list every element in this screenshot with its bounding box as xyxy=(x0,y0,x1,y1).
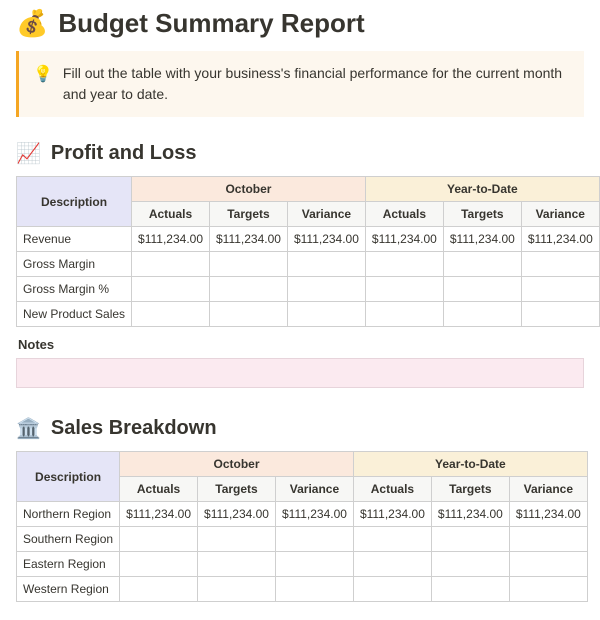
callout: 💡 Fill out the table with your business'… xyxy=(16,51,584,117)
col-actuals: Actuals xyxy=(132,202,210,227)
building-icon: 🏛️ xyxy=(16,416,41,441)
cell[interactable]: $111,234.00 xyxy=(521,227,599,252)
cell[interactable]: $111,234.00 xyxy=(365,227,443,252)
cell[interactable]: $111,234.00 xyxy=(443,227,521,252)
cell[interactable] xyxy=(431,552,509,577)
row-label: Revenue xyxy=(17,227,132,252)
cell[interactable] xyxy=(443,252,521,277)
cell[interactable] xyxy=(198,552,276,577)
page-title: Budget Summary Report xyxy=(58,8,364,39)
table-row: Northern Region$111,234.00$111,234.00$11… xyxy=(17,502,588,527)
section-title: Profit and Loss xyxy=(51,142,197,165)
table-row: Gross Margin % xyxy=(17,277,600,302)
row-label: Gross Margin % xyxy=(17,277,132,302)
cell[interactable]: $111,234.00 xyxy=(120,502,198,527)
chart-icon: 📈 xyxy=(16,141,41,166)
cell[interactable] xyxy=(210,277,288,302)
row-label: Gross Margin xyxy=(17,252,132,277)
col-targets: Targets xyxy=(198,477,276,502)
sales-breakdown-table: Description October Year-to-Date Actuals… xyxy=(16,451,588,602)
cell[interactable] xyxy=(521,277,599,302)
cell[interactable] xyxy=(353,577,431,602)
col-description: Description xyxy=(17,177,132,227)
cell[interactable] xyxy=(120,527,198,552)
cell[interactable] xyxy=(275,527,353,552)
cell[interactable]: $111,234.00 xyxy=(132,227,210,252)
cell[interactable] xyxy=(210,302,288,327)
cell[interactable] xyxy=(287,252,365,277)
row-label: New Product Sales xyxy=(17,302,132,327)
col-variance: Variance xyxy=(287,202,365,227)
col-period1: October xyxy=(132,177,366,202)
row-label: Western Region xyxy=(17,577,120,602)
col-description: Description xyxy=(17,452,120,502)
callout-text: Fill out the table with your business's … xyxy=(63,63,570,105)
cell[interactable]: $111,234.00 xyxy=(275,502,353,527)
cell[interactable]: $111,234.00 xyxy=(198,502,276,527)
lightbulb-icon: 💡 xyxy=(33,63,53,105)
col-period2: Year-to-Date xyxy=(365,177,599,202)
col-actuals: Actuals xyxy=(120,477,198,502)
cell[interactable] xyxy=(132,252,210,277)
cell[interactable] xyxy=(443,302,521,327)
cell[interactable] xyxy=(287,277,365,302)
col-variance: Variance xyxy=(509,477,587,502)
money-bag-icon: 💰 xyxy=(16,8,48,39)
cell[interactable] xyxy=(365,302,443,327)
cell[interactable] xyxy=(509,577,587,602)
col-variance: Variance xyxy=(275,477,353,502)
cell[interactable]: $111,234.00 xyxy=(509,502,587,527)
row-label: Eastern Region xyxy=(17,552,120,577)
cell[interactable] xyxy=(365,277,443,302)
cell[interactable] xyxy=(132,302,210,327)
table-row: Southern Region xyxy=(17,527,588,552)
col-period2: Year-to-Date xyxy=(353,452,587,477)
cell[interactable] xyxy=(521,252,599,277)
cell[interactable] xyxy=(509,527,587,552)
table-row: Gross Margin xyxy=(17,252,600,277)
col-actuals: Actuals xyxy=(353,477,431,502)
table-row: Revenue$111,234.00$111,234.00$111,234.00… xyxy=(17,227,600,252)
cell[interactable] xyxy=(287,302,365,327)
cell[interactable] xyxy=(431,527,509,552)
cell[interactable] xyxy=(365,252,443,277)
section-title: Sales Breakdown xyxy=(51,417,217,440)
col-targets: Targets xyxy=(431,477,509,502)
cell[interactable]: $111,234.00 xyxy=(210,227,288,252)
cell[interactable] xyxy=(275,552,353,577)
cell[interactable] xyxy=(521,302,599,327)
col-variance: Variance xyxy=(521,202,599,227)
cell[interactable] xyxy=(443,277,521,302)
cell[interactable]: $111,234.00 xyxy=(287,227,365,252)
cell[interactable] xyxy=(509,552,587,577)
col-targets: Targets xyxy=(210,202,288,227)
cell[interactable] xyxy=(198,577,276,602)
profit-loss-table: Description October Year-to-Date Actuals… xyxy=(16,176,600,327)
notes-box[interactable] xyxy=(16,358,584,388)
cell[interactable] xyxy=(353,552,431,577)
cell[interactable] xyxy=(275,577,353,602)
cell[interactable]: $111,234.00 xyxy=(431,502,509,527)
col-period1: October xyxy=(120,452,354,477)
cell[interactable] xyxy=(120,577,198,602)
cell[interactable] xyxy=(198,527,276,552)
cell[interactable] xyxy=(210,252,288,277)
cell[interactable] xyxy=(431,577,509,602)
col-targets: Targets xyxy=(443,202,521,227)
notes-label: Notes xyxy=(18,337,584,352)
table-row: Eastern Region xyxy=(17,552,588,577)
cell[interactable] xyxy=(353,527,431,552)
col-actuals: Actuals xyxy=(365,202,443,227)
row-label: Southern Region xyxy=(17,527,120,552)
table-row: New Product Sales xyxy=(17,302,600,327)
table-row: Western Region xyxy=(17,577,588,602)
cell[interactable] xyxy=(120,552,198,577)
cell[interactable]: $111,234.00 xyxy=(353,502,431,527)
row-label: Northern Region xyxy=(17,502,120,527)
cell[interactable] xyxy=(132,277,210,302)
